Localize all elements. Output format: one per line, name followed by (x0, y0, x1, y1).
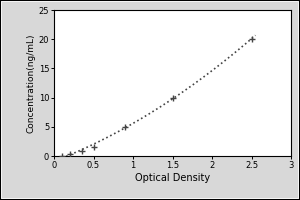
Y-axis label: Concentration(ng/mL): Concentration(ng/mL) (27, 33, 36, 133)
X-axis label: Optical Density: Optical Density (135, 173, 210, 183)
